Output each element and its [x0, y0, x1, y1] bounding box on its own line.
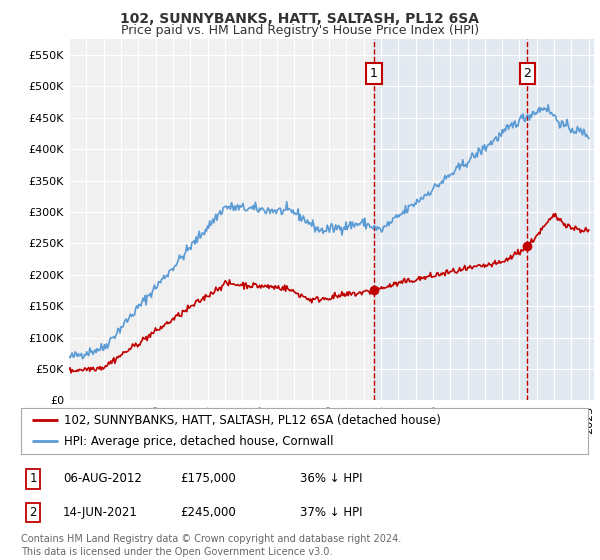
Text: Contains HM Land Registry data © Crown copyright and database right 2024.
This d: Contains HM Land Registry data © Crown c…	[21, 534, 401, 557]
Bar	[374, 39, 594, 400]
Text: 14-JUN-2021: 14-JUN-2021	[63, 506, 138, 519]
Text: 2: 2	[29, 506, 37, 519]
Text: £175,000: £175,000	[180, 472, 236, 486]
Text: Price paid vs. HM Land Registry's House Price Index (HPI): Price paid vs. HM Land Registry's House …	[121, 24, 479, 36]
Text: 102, SUNNYBANKS, HATT, SALTASH, PL12 6SA (detached house): 102, SUNNYBANKS, HATT, SALTASH, PL12 6SA…	[64, 414, 440, 427]
Text: 06-AUG-2012: 06-AUG-2012	[63, 472, 142, 486]
Text: 36% ↓ HPI: 36% ↓ HPI	[300, 472, 362, 486]
Text: 102, SUNNYBANKS, HATT, SALTASH, PL12 6SA: 102, SUNNYBANKS, HATT, SALTASH, PL12 6SA	[121, 12, 479, 26]
Text: HPI: Average price, detached house, Cornwall: HPI: Average price, detached house, Corn…	[64, 435, 333, 447]
Text: 1: 1	[29, 472, 37, 486]
Text: 37% ↓ HPI: 37% ↓ HPI	[300, 506, 362, 519]
Text: 1: 1	[370, 67, 378, 80]
Text: 2: 2	[523, 67, 531, 80]
Text: £245,000: £245,000	[180, 506, 236, 519]
